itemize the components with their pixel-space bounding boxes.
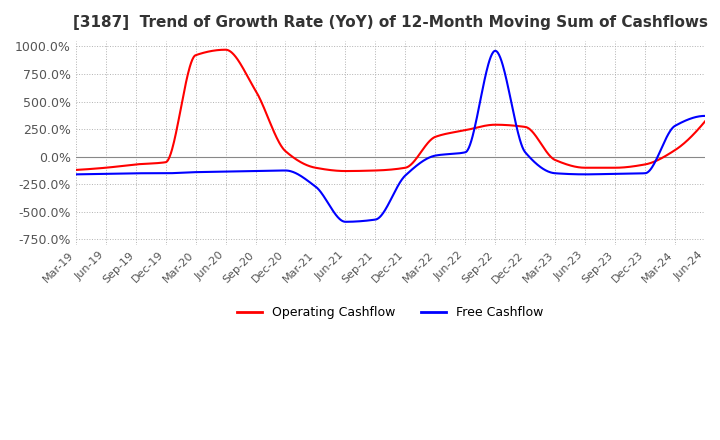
Legend: Operating Cashflow, Free Cashflow: Operating Cashflow, Free Cashflow bbox=[233, 301, 548, 324]
Title: [3187]  Trend of Growth Rate (YoY) of 12-Month Moving Sum of Cashflows: [3187] Trend of Growth Rate (YoY) of 12-… bbox=[73, 15, 708, 30]
